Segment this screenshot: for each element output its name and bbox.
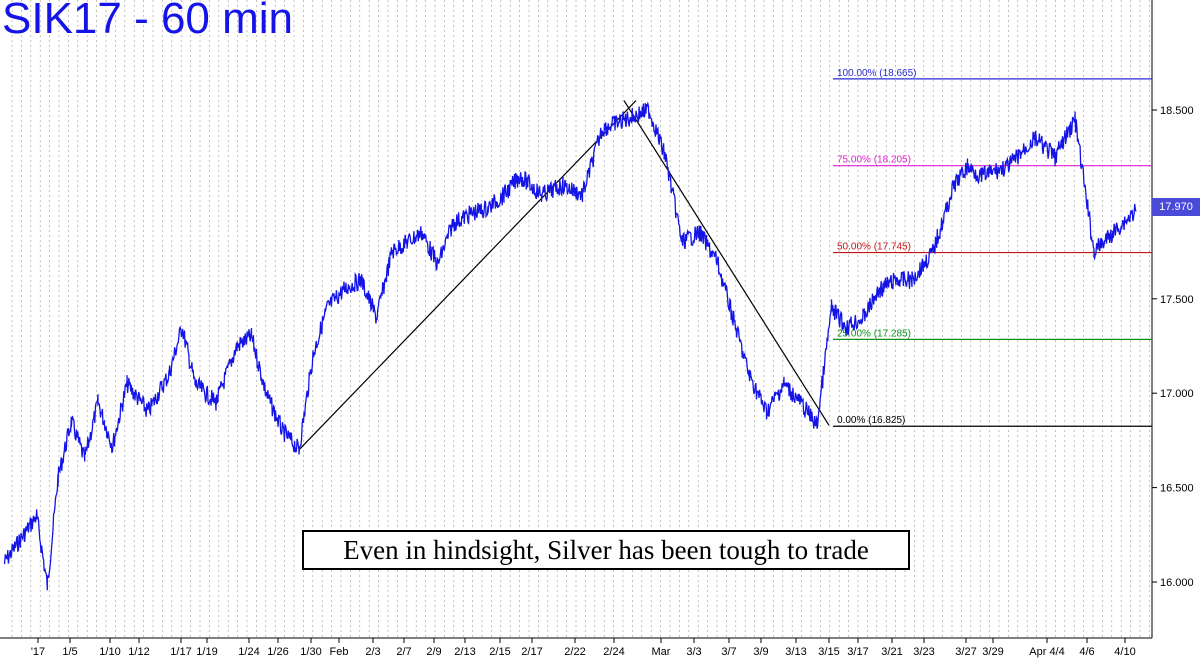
- x-tick-label: 2/15: [489, 646, 510, 658]
- x-tick-label: 3/15: [818, 646, 839, 658]
- fib-level-label: 25.00% (17.285): [837, 328, 911, 339]
- x-tick-label: 2/17: [521, 646, 542, 658]
- y-tick-label: 16.000: [1160, 577, 1194, 589]
- trendline: [623, 100, 830, 426]
- y-tick-label: 17.000: [1160, 388, 1194, 400]
- x-tick-label: 1/19: [196, 646, 217, 658]
- x-tick-label: 2/7: [396, 646, 411, 658]
- x-tick-label: 1/24: [238, 646, 259, 658]
- x-tick-label: Apr 4/4: [1029, 646, 1064, 658]
- y-tick-label: 16.500: [1160, 483, 1194, 495]
- x-tick-label: 3/21: [881, 646, 902, 658]
- y-tick-label: 17.500: [1160, 294, 1194, 306]
- x-tick-label: 2/22: [564, 646, 585, 658]
- annotation-box: Even in hindsight, Silver has been tough…: [302, 530, 910, 570]
- x-tick-label: 3/27: [955, 646, 976, 658]
- x-tick-label: 2/3: [365, 646, 380, 658]
- x-tick-label: 2/13: [454, 646, 475, 658]
- x-tick-label: 3/17: [847, 646, 868, 658]
- fib-level-label: 100.00% (18.665): [837, 68, 917, 79]
- x-tick-label: 3/7: [721, 646, 736, 658]
- fib-layer: 100.00% (18.665) 75.00% (18.205) 50.00% (1…: [833, 68, 1152, 427]
- fib-level-label: 75.00% (18.205): [837, 155, 911, 166]
- x-tick-label: 1/10: [99, 646, 120, 658]
- last-price-badge: 17.970: [1152, 198, 1200, 216]
- x-tick-label: 1/5: [62, 646, 77, 658]
- annotation-text: Even in hindsight, Silver has been tough…: [343, 534, 869, 565]
- x-tick-label: 3/29: [982, 646, 1003, 658]
- x-tick-label: 2/9: [426, 646, 441, 658]
- x-tick-label: 3/9: [753, 646, 768, 658]
- x-tick-label: 3/13: [785, 646, 806, 658]
- fib-level-label: 50.00% (17.745): [837, 242, 911, 253]
- x-tick-label: Feb: [330, 646, 349, 658]
- trendline: [298, 100, 637, 451]
- x-tick-label: 1/12: [128, 646, 149, 658]
- x-tick-label: 2/24: [603, 646, 624, 658]
- y-tick-label: 18.500: [1160, 105, 1194, 117]
- x-tick-label: Mar: [652, 646, 671, 658]
- x-tick-label: 4/10: [1114, 646, 1135, 658]
- fib-level-label: 0.00% (16.825): [837, 415, 905, 426]
- price-layer: [3, 101, 1137, 591]
- price-series-line: [3, 101, 1137, 591]
- chart-title: SIK17 - 60 min: [2, 0, 294, 43]
- last-price-label: 17.970: [1159, 201, 1193, 213]
- trend-layer: [298, 100, 830, 451]
- x-tick-label: 3/23: [913, 646, 934, 658]
- x-tick-label: 1/30: [300, 646, 321, 658]
- x-tick-label: 1/26: [267, 646, 288, 658]
- x-tick-label: 1/17: [170, 646, 191, 658]
- x-tick-label: '17: [31, 646, 45, 658]
- x-tick-label: 4/6: [1079, 646, 1094, 658]
- x-tick-label: 3/3: [686, 646, 701, 658]
